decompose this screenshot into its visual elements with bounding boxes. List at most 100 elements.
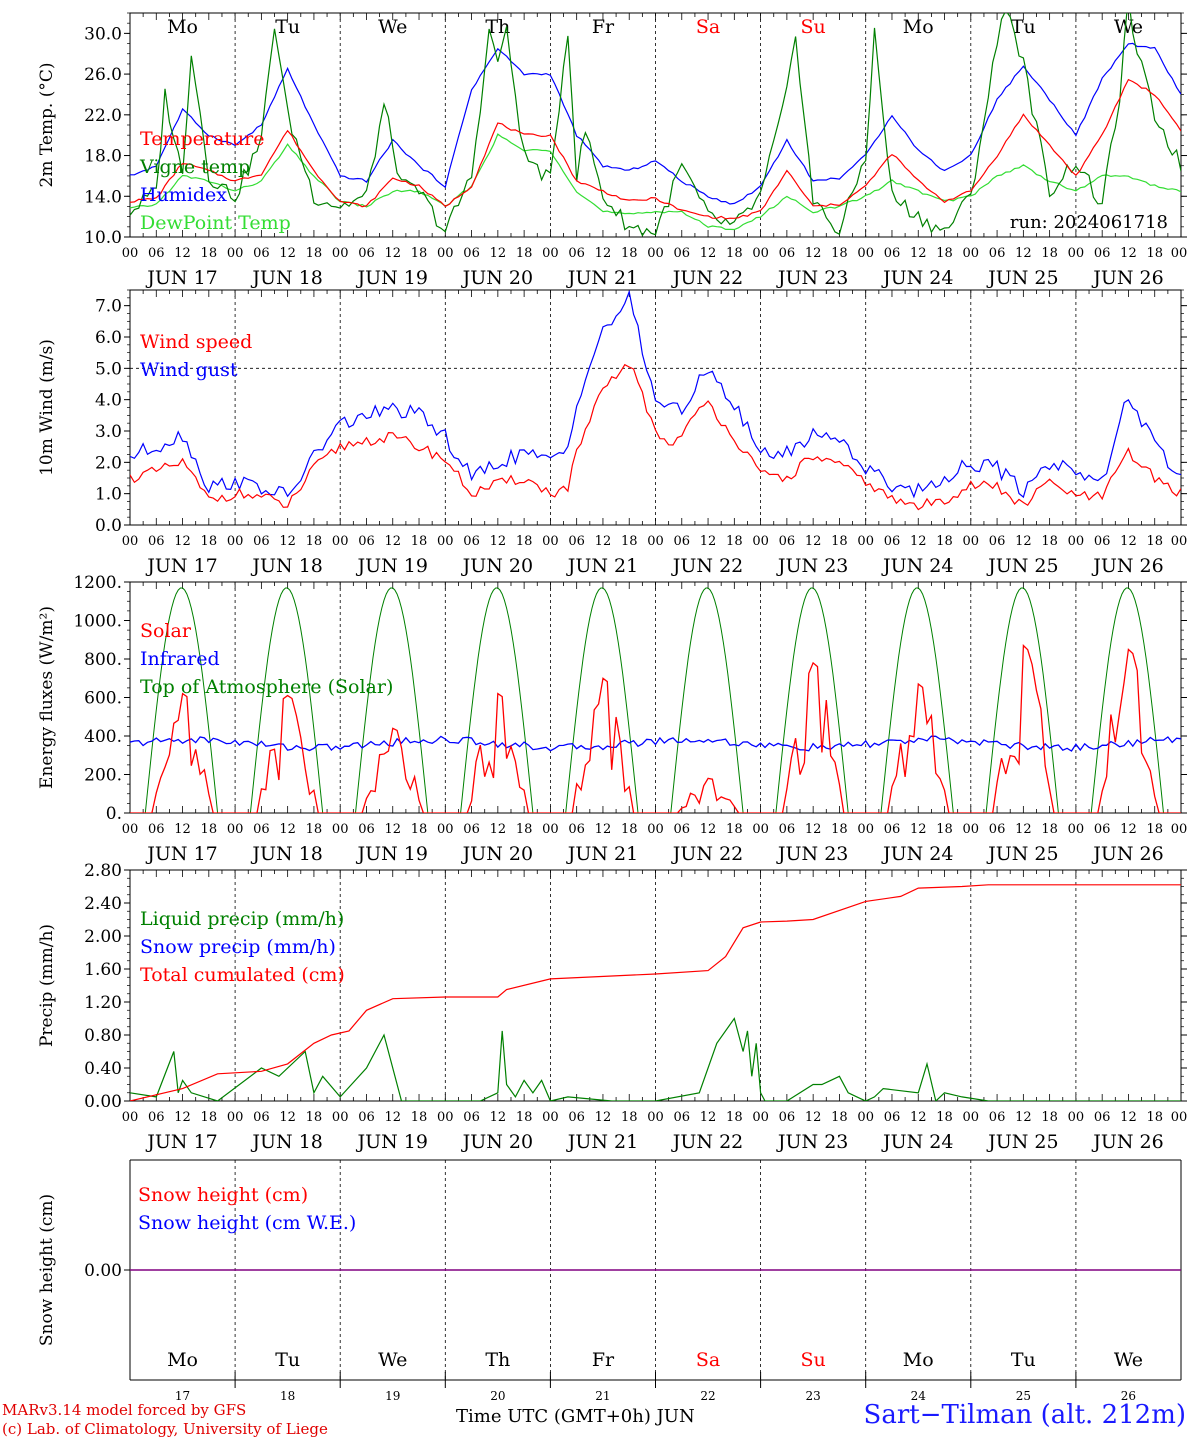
- date-label: JUN 18: [250, 555, 322, 577]
- day-abbr: Fr: [592, 1349, 615, 1371]
- day-abbr: We: [1114, 16, 1143, 38]
- day-abbr: We: [378, 16, 407, 38]
- legend-entry: Solar: [140, 620, 192, 642]
- hour-tick-label: 06: [358, 822, 375, 837]
- date-label: JUN 24: [881, 843, 953, 865]
- hour-tick-label: 06: [568, 822, 585, 837]
- snow-panel: 0.00 Snow height (cm) Snow height (cm) Snow…: [37, 1159, 1182, 1403]
- hour-tick-label: 06: [463, 534, 480, 549]
- precip-series: [130, 884, 1181, 1101]
- legend-entry: Top of Atmosphere (Solar): [140, 676, 393, 698]
- hour-tick-label: 00: [542, 246, 559, 261]
- date-label: JUN 22: [671, 843, 743, 865]
- hour-tick-label: 12: [490, 246, 507, 261]
- hour-tick-label: 12: [595, 246, 612, 261]
- day-number: 21: [595, 1389, 610, 1403]
- energy-panel: 0. 200. 400. 600. 800. 1000. 1200. Energy fluxe…: [37, 573, 1187, 865]
- hour-tick-label: 12: [595, 822, 612, 837]
- hour-tick-label: 12: [1015, 822, 1032, 837]
- model-credit: MARv3.14 model forced by GFS: [2, 1401, 247, 1419]
- hour-tick-label: 00: [1171, 246, 1188, 261]
- hour-tick-label: 12: [384, 246, 401, 261]
- hour-tick-label: 12: [910, 246, 927, 261]
- hour-tick-label: 06: [463, 822, 480, 837]
- hour-tick-label: 06: [779, 246, 796, 261]
- hour-tick-label: 06: [568, 1110, 585, 1125]
- hour-tick-label: 18: [516, 822, 533, 837]
- hour-tick-label: 12: [1015, 534, 1032, 549]
- hour-tick-label: 00: [752, 1110, 769, 1125]
- day-abbr: Sa: [696, 1349, 720, 1371]
- hour-tick-label: 00: [647, 534, 664, 549]
- y-tick-label: 400.: [84, 727, 122, 747]
- date-label: JUN 20: [461, 267, 533, 289]
- hour-tick-label: 18: [1146, 822, 1163, 837]
- hour-tick-label: 06: [1094, 822, 1111, 837]
- hour-tick-label: 12: [910, 822, 927, 837]
- hour-tick-label: 06: [148, 246, 165, 261]
- y-tick-label: 1200.: [73, 573, 122, 593]
- date-label: JUN 23: [776, 267, 848, 289]
- series-line-top-of-atmosphere: [130, 587, 1181, 813]
- date-label: JUN 24: [881, 267, 953, 289]
- date-label: JUN 20: [461, 555, 533, 577]
- hour-tick-label: 06: [1094, 534, 1111, 549]
- y-tick-label: 800.: [84, 650, 122, 670]
- hour-tick-label: 00: [437, 534, 454, 549]
- hour-tick-label: 06: [148, 822, 165, 837]
- hour-tick-label: 12: [805, 534, 822, 549]
- hour-tick-label: 06: [989, 534, 1006, 549]
- hour-tick-label: 06: [674, 1110, 691, 1125]
- date-label: JUN 25: [986, 1131, 1058, 1153]
- station-name: Sart−Tilman (alt. 212m): [863, 1400, 1186, 1430]
- day-number: 23: [806, 1389, 821, 1403]
- hour-tick-label: 18: [621, 534, 638, 549]
- hour-tick-label: 06: [1094, 246, 1111, 261]
- y-axis-label: 10m Wind (m/s): [37, 339, 57, 476]
- day-number: 19: [385, 1389, 400, 1403]
- hour-tick-label: 12: [490, 534, 507, 549]
- hour-tick-label: 06: [884, 1110, 901, 1125]
- hour-tick-label: 00: [122, 534, 139, 549]
- day-abbr: Mo: [903, 1349, 934, 1371]
- date-label: JUN 22: [671, 555, 743, 577]
- hour-tick-label: 06: [884, 246, 901, 261]
- day-abbr: Mo: [167, 1349, 198, 1371]
- day-abbr: Th: [485, 16, 510, 38]
- date-label: JUN 18: [250, 843, 322, 865]
- y-tick-label: 4.0: [95, 391, 122, 411]
- y-tick-label: 0.80: [84, 1026, 122, 1046]
- y-tick-label: 18.0: [84, 147, 122, 167]
- date-label: JUN 19: [356, 843, 428, 865]
- hour-tick-label: 12: [279, 822, 296, 837]
- legend-entry: Wind speed: [140, 331, 252, 353]
- date-label: JUN 21: [566, 267, 638, 289]
- temperature-panel: 10.0 14.0 18.0 22.0 26.0 30.0 2m Temp. (°C) 00 0…: [37, 12, 1188, 289]
- hour-tick-label: 06: [358, 1110, 375, 1125]
- hour-tick-label: 06: [989, 822, 1006, 837]
- date-label: JUN 19: [356, 267, 428, 289]
- hour-tick-label: 12: [1120, 822, 1137, 837]
- y-tick-label: 2.40: [84, 894, 122, 914]
- hour-tick-label: 00: [122, 822, 139, 837]
- date-label: JUN 22: [671, 1131, 743, 1153]
- hour-tick-label: 00: [963, 822, 980, 837]
- hour-tick-label: 06: [253, 246, 270, 261]
- hour-tick-label: 06: [463, 246, 480, 261]
- hour-tick-label: 00: [122, 1110, 139, 1125]
- y-tick-label: 0.0: [95, 516, 122, 536]
- series-line-dewpoint-temp: [130, 133, 1181, 231]
- hour-tick-label: 00: [437, 246, 454, 261]
- hour-tick-label: 00: [542, 822, 559, 837]
- hour-tick-label: 12: [490, 822, 507, 837]
- hour-tick-label: 00: [1171, 822, 1188, 837]
- hour-tick-label: 06: [253, 534, 270, 549]
- hour-tick-label: 18: [516, 1110, 533, 1125]
- hour-tick-label: 00: [857, 534, 874, 549]
- day-abbr: Sa: [696, 16, 720, 38]
- hour-tick-label: 00: [227, 246, 244, 261]
- y-tick-label: 2.80: [84, 861, 122, 881]
- legend-entry: Snow height (cm): [138, 1184, 308, 1206]
- hour-tick-label: 12: [1120, 534, 1137, 549]
- hour-tick-label: 18: [411, 822, 428, 837]
